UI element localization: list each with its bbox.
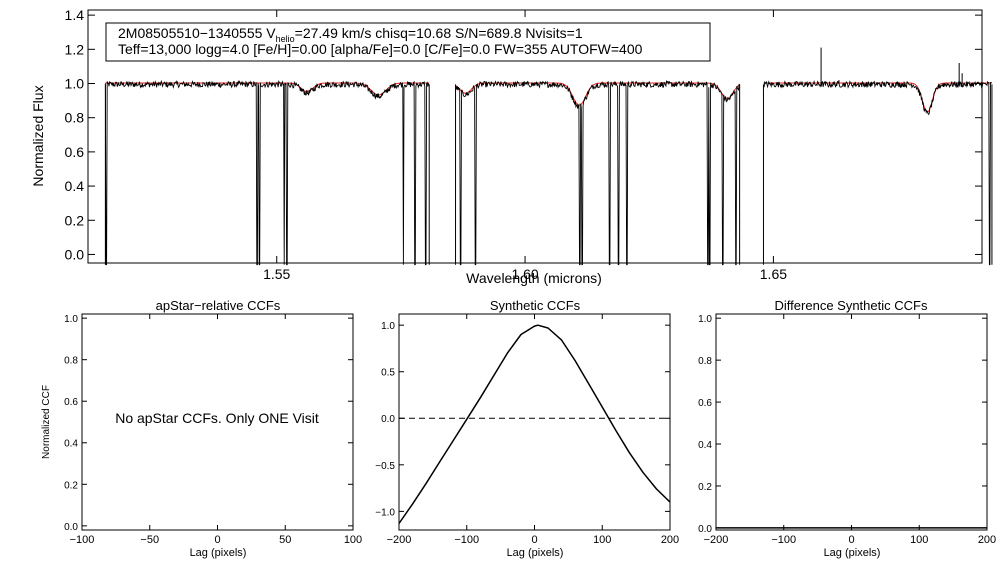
x-tick-label: 0 — [214, 534, 220, 546]
y-tick-label: 0.2 — [65, 212, 85, 228]
y-tick-label: 1.2 — [65, 41, 85, 57]
observed-spectrum-line — [104, 79, 430, 266]
synthetic-ccf-data-layer — [398, 324, 671, 524]
x-tick-label: 1.60 — [511, 266, 538, 282]
y-tick-label: 0.4 — [698, 440, 712, 451]
spectrum-info-box — [105, 22, 711, 62]
synthetic-ccf-title: Synthetic CCFs — [490, 298, 581, 313]
y-tick-label: 0.2 — [698, 482, 712, 493]
y-tick-label: 1.0 — [698, 314, 712, 325]
y-tick-label: 1.0 — [381, 321, 395, 332]
x-tick-label: 1.65 — [760, 266, 787, 282]
difference-ccf-title: Difference Synthetic CCFs — [775, 298, 928, 313]
y-tick-label: 1.0 — [65, 76, 85, 92]
x-tick-label: 50 — [279, 534, 291, 546]
difference-ccf-plot-frame — [715, 313, 988, 531]
difference-ccf-x-axis-label: Lag (pixels) — [824, 547, 881, 559]
info-line-1: 2M08505510−1340555 Vhelio=27.49 km/s chi… — [118, 25, 583, 44]
apstar-ccf-title: apStar−relative CCFs — [156, 298, 281, 313]
y-tick-label: −0.5 — [375, 461, 395, 472]
y-tick-label: 0.4 — [64, 439, 78, 450]
spectrum-data-layer — [104, 47, 993, 266]
observed-spectrum-line — [455, 79, 740, 266]
synthetic-model-line — [763, 82, 992, 113]
x-tick-label: 1.55 — [263, 266, 290, 282]
difference-ccf-panel: −200 −100 0 100 200 0.0 0.2 0.4 0.6 0.8 1.0 Differ… — [698, 298, 996, 559]
y-tick-label: 1.4 — [65, 7, 85, 23]
y-tick-label: 0.8 — [698, 356, 712, 367]
y-tick-label: −1.0 — [375, 507, 395, 518]
difference-ccf-axis-ticks: −200 −100 0 100 200 0.0 0.2 0.4 0.6 0.8 1.0 — [698, 314, 996, 546]
synthetic-ccf-axis-ticks: −200 −100 0 100 200 −1.0 −0.5 0.0 0.5 1.0 — [375, 314, 679, 546]
x-tick-label: 0 — [531, 534, 537, 546]
y-tick-label: 0.6 — [698, 398, 712, 409]
synthetic-ccf-line — [398, 324, 671, 524]
y-tick-label: 0.0 — [381, 414, 395, 425]
spectrum-x-axis-label: Wavelength (microns) — [466, 270, 602, 286]
spectrum-axis-ticks: 1.55 1.60 1.65 0.0 0.2 0.4 0.6 0.8 1.0 1.2 1.4 — [65, 7, 982, 282]
y-tick-label: 0.6 — [64, 397, 78, 408]
spectrum-plot-frame — [87, 9, 983, 264]
spectrum-panel: 1.55 1.60 1.65 0.0 0.2 0.4 0.6 0.8 1.0 1.2 1.4 2M0… — [30, 7, 993, 286]
x-tick-label: 0 — [848, 534, 854, 546]
apstar-ccf-y-axis-label: Normalized CCF — [41, 385, 52, 459]
x-tick-label: −50 — [140, 534, 159, 546]
y-tick-label: 1.0 — [64, 314, 78, 325]
y-tick-label: 0.0 — [65, 246, 85, 262]
x-tick-label: 100 — [344, 534, 362, 546]
x-tick-label: 100 — [593, 534, 611, 546]
x-tick-label: 200 — [978, 534, 996, 546]
synthetic-ccf-panel: −200 −100 0 100 200 −1.0 −0.5 0.0 0.5 1.0 Synthet… — [375, 298, 679, 559]
y-tick-label: 0.0 — [64, 522, 78, 533]
no-ccf-annotation: No apStar CCFs. Only ONE Visit — [115, 410, 319, 426]
x-tick-label: −200 — [387, 534, 412, 546]
y-tick-label: 0.0 — [698, 524, 712, 535]
synthetic-ccf-plot-frame — [398, 313, 671, 531]
y-tick-label: 0.4 — [65, 178, 85, 194]
info-line-2: Teff=13,000 logg=4.0 [Fe/H]=0.00 [alpha/… — [118, 41, 643, 57]
x-tick-label: −100 — [70, 534, 95, 546]
y-tick-label: 0.8 — [64, 356, 78, 367]
x-tick-label: −200 — [704, 534, 729, 546]
synthetic-ccf-x-axis-label: Lag (pixels) — [507, 547, 564, 559]
y-tick-label: 0.2 — [64, 480, 78, 491]
apstar-ccf-axis-ticks: −100 −50 0 50 100 0.0 0.2 0.4 0.6 0.8 1.0 — [64, 314, 362, 546]
x-tick-label: 100 — [910, 534, 928, 546]
observed-spectrum-line — [763, 79, 992, 266]
x-tick-label: −100 — [454, 534, 479, 546]
spectrum-y-axis-label: Normalized Flux — [30, 85, 46, 186]
x-tick-label: −100 — [771, 534, 796, 546]
y-tick-label: 0.5 — [381, 368, 395, 379]
apstar-ccf-x-axis-label: Lag (pixels) — [190, 547, 247, 559]
y-tick-label: 0.6 — [65, 144, 85, 160]
apstar-ccf-panel: −100 −50 0 50 100 0.0 0.2 0.4 0.6 0.8 1.0 apStar−r… — [41, 298, 362, 559]
y-tick-label: 0.8 — [65, 110, 85, 126]
x-tick-label: 200 — [661, 534, 679, 546]
